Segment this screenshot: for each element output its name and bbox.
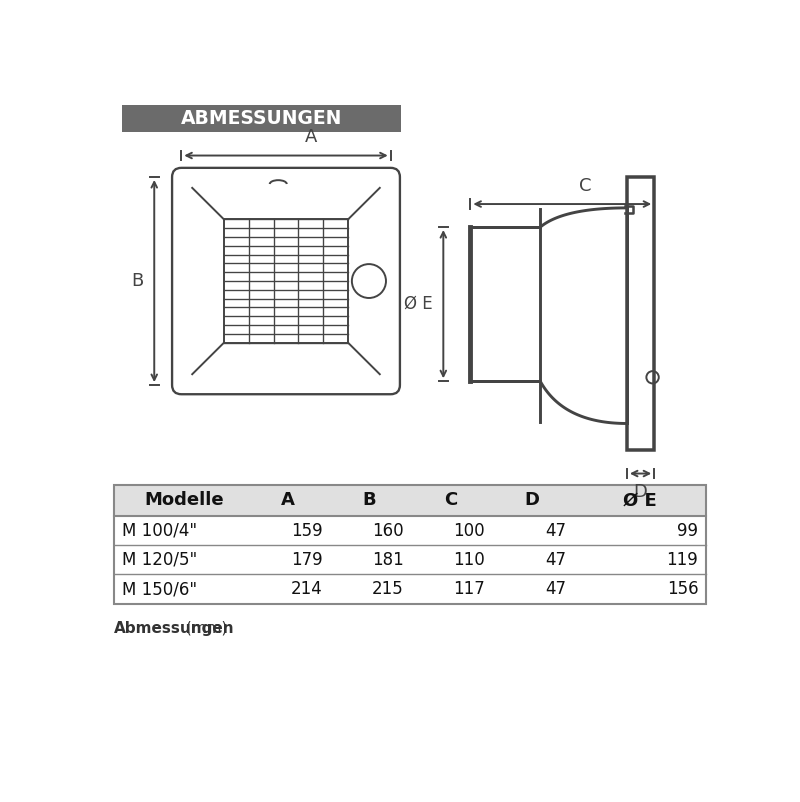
Text: 99: 99 (678, 521, 698, 540)
Text: 160: 160 (372, 521, 404, 540)
Text: D: D (525, 492, 539, 509)
Text: 119: 119 (666, 551, 698, 569)
Text: (mm): (mm) (181, 621, 227, 636)
Text: C: C (444, 492, 458, 509)
Text: ABMESSUNGEN: ABMESSUNGEN (181, 109, 342, 128)
Bar (114, 485, 706, 604)
Bar (470, 227, 540, 381)
Text: 47: 47 (546, 521, 566, 540)
Bar (627, 177, 654, 451)
Bar (224, 220, 348, 342)
Text: D: D (634, 483, 647, 500)
Text: 47: 47 (546, 580, 566, 598)
Text: 156: 156 (666, 580, 698, 598)
Text: M 120/5": M 120/5" (122, 551, 197, 569)
Text: C: C (579, 176, 592, 195)
Text: B: B (131, 272, 143, 290)
Text: 47: 47 (546, 551, 566, 569)
Text: M 150/6": M 150/6" (122, 580, 197, 598)
Text: Ø E: Ø E (404, 295, 433, 313)
Text: Modelle: Modelle (144, 492, 223, 509)
Text: B: B (362, 492, 376, 509)
Text: Abmessungen: Abmessungen (114, 621, 234, 636)
Text: A: A (281, 492, 295, 509)
Text: 117: 117 (454, 580, 485, 598)
Text: 159: 159 (291, 521, 322, 540)
Text: 110: 110 (454, 551, 485, 569)
Text: 179: 179 (291, 551, 322, 569)
Text: A: A (305, 128, 318, 146)
Text: 100: 100 (454, 521, 485, 540)
Text: 181: 181 (372, 551, 404, 569)
FancyBboxPatch shape (172, 168, 400, 395)
Bar (122, 106, 401, 132)
Text: Ø E: Ø E (622, 492, 656, 509)
Text: 214: 214 (290, 580, 322, 598)
Text: M 100/4": M 100/4" (122, 521, 197, 540)
Text: 215: 215 (372, 580, 404, 598)
Bar (114, 485, 706, 516)
